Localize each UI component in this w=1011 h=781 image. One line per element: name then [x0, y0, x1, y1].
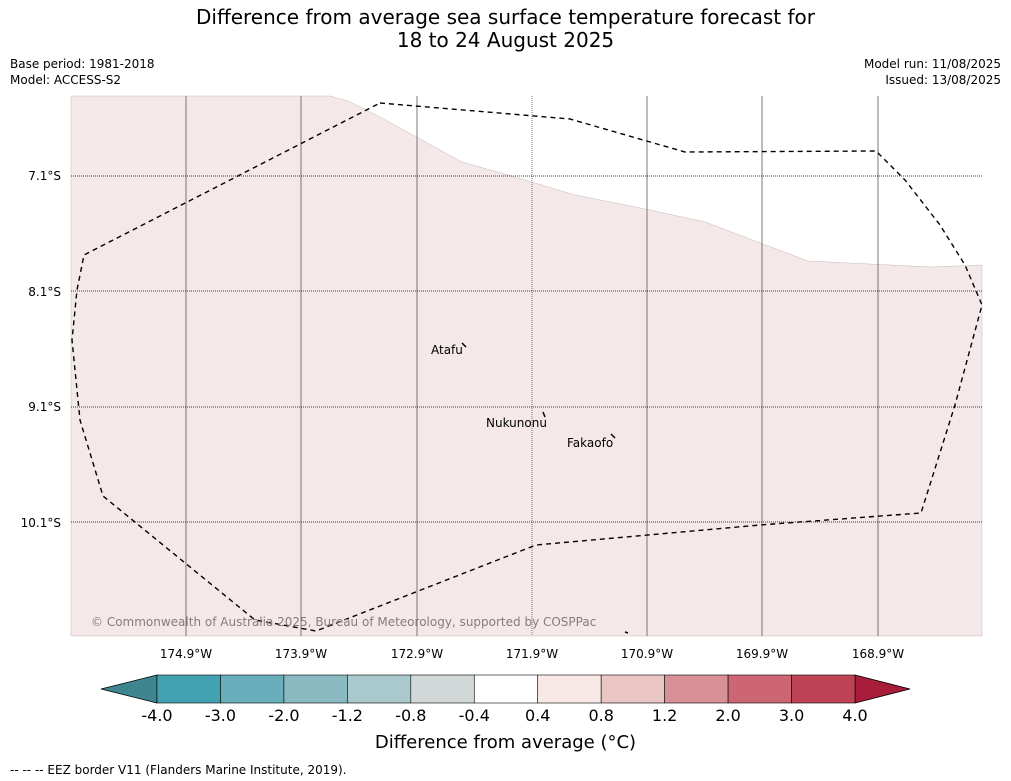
nukunonu-island-shape: [542, 411, 546, 418]
colorbar-bin: [410, 674, 475, 704]
swains-island-mark: [624, 631, 629, 634]
colorbar-tick-label: -3.0: [205, 706, 236, 725]
colorbar-bin: [600, 674, 665, 704]
colorbar-bin: [347, 674, 412, 704]
colorbar-label: Difference from average (°C): [374, 732, 637, 753]
lon-label: 169.9°W: [736, 647, 788, 661]
colorbar-bin: [156, 674, 221, 704]
longitude-labels: 174.9°W 173.9°W 172.9°W 171.9°W 170.9°W …: [160, 647, 904, 661]
base-period-text: Base period: 1981-2018: [10, 57, 155, 71]
colorbar-tick-label: 0.4: [525, 706, 550, 725]
lon-label: 168.9°W: [852, 647, 904, 661]
colorbar-tick-label: 1.2: [652, 706, 677, 725]
lon-label: 171.9°W: [506, 647, 558, 661]
map-title-line-2: 18 to 24 August 2025: [396, 28, 615, 52]
lon-label: 172.9°W: [391, 647, 443, 661]
anomaly-fill-region: [70, 95, 983, 637]
colorbar-bin: [220, 674, 285, 704]
model-info: Base period: 1981-2018 Model: ACCESS-S2: [10, 56, 155, 88]
run-info: Model run: 11/08/2025 Issued: 13/08/2025: [864, 56, 1001, 88]
colorbar-tick-label: -0.4: [459, 706, 490, 725]
colorbar-tick-label: 2.0: [715, 706, 740, 725]
map-title-line-1: Difference from average sea surface temp…: [195, 5, 815, 29]
place-label-nukunonu: Nukunonu: [486, 416, 547, 430]
map-area: Atafu Nukunonu Fakaofo © Commonwealth of…: [70, 95, 983, 637]
colorbar-tick-label: 0.8: [588, 706, 613, 725]
lon-label: 170.9°W: [621, 647, 673, 661]
lat-label: 9.1°S: [28, 400, 61, 414]
colorbar-bin: [664, 674, 729, 704]
place-label-fakaofo: Fakaofo: [567, 436, 613, 450]
colorbar-bin: [473, 674, 539, 704]
fakaofo-island-shape: [610, 433, 616, 439]
eez-border: [71, 102, 983, 632]
lat-label: 7.1°S: [28, 169, 61, 183]
colorbar-under-arrow: [100, 674, 158, 704]
colorbar-bin: [791, 674, 856, 704]
place-label-atafu: Atafu: [431, 343, 463, 357]
atafu-island-shape: [461, 342, 467, 348]
eez-footnote: -- -- -- EEZ border V11 (Flanders Marine…: [10, 763, 347, 777]
colorbar-tick-label: -1.2: [332, 706, 363, 725]
colorbar-tick-label: 3.0: [779, 706, 804, 725]
colorbar-bin: [727, 674, 792, 704]
lat-label: 8.1°S: [28, 285, 61, 299]
colorbar-over-arrow: [854, 674, 911, 704]
colorbar-bin: [283, 674, 348, 704]
colorbar-bin: [537, 674, 602, 704]
colorbar-tick-label: 4.0: [842, 706, 867, 725]
colorbar: -4.0 -3.0 -2.0 -1.2 -0.8 -0.4 0.4 0.8 1.2 2.0 3.0 4…: [100, 674, 911, 725]
lon-label: 174.9°W: [160, 647, 212, 661]
model-text: Model: ACCESS-S2: [10, 73, 122, 87]
issued-text: Issued: 13/08/2025: [885, 73, 1001, 87]
copyright-text: © Commonwealth of Australia 2025, Bureau…: [91, 615, 596, 629]
model-run-text: Model run: 11/08/2025: [863, 57, 1001, 71]
map-title: Difference from average sea surface temp…: [0, 6, 1011, 52]
colorbar-tick-label: -0.8: [395, 706, 426, 725]
lon-label: 173.9°W: [275, 647, 327, 661]
colorbar-tick-label: -2.0: [268, 706, 299, 725]
latitude-labels: 7.1°S 8.1°S 9.1°S 10.1°S: [21, 169, 61, 530]
lat-label: 10.1°S: [21, 516, 61, 530]
colorbar-tick-label: -4.0: [141, 706, 172, 725]
